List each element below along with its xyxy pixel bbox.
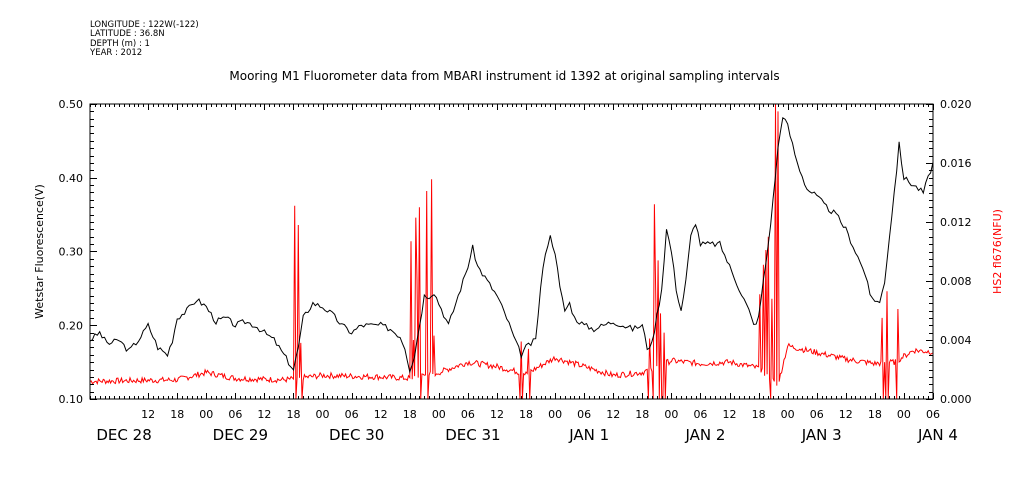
year-label: YEAR : 2012 [90,48,143,59]
wetstar-series-line [89,116,934,374]
x-tick-label: 12 [839,408,853,421]
x-tick-label: 00 [781,408,795,421]
left-y-tick-label: 0.50 [59,98,84,111]
left-y-tick-label: 0.20 [59,319,84,332]
right-y-tick-label: 0.012 [940,216,972,229]
latitude-label: LATITUDE : 36.8N [90,29,165,40]
day-label: DEC 29 [213,426,268,444]
right-y-tick-label: 0.016 [940,157,972,170]
x-tick-label: 00 [897,408,911,421]
x-tick-label: 18 [752,408,766,421]
right-y-tick-label: 0.020 [940,98,972,111]
x-tick-label: 12 [141,408,155,421]
x-tick-label: 18 [868,408,882,421]
right-y-tick-label: 0.000 [940,393,972,406]
day-label: DEC 28 [96,426,151,444]
x-tick-label: 00 [548,408,562,421]
x-tick-label: 18 [635,408,649,421]
day-label: JAN 3 [801,426,842,444]
chart-title: Mooring M1 Fluorometer data from MBARI i… [229,69,780,83]
x-tick-label: 12 [257,408,271,421]
x-tick-label: 06 [926,408,940,421]
right-y-axis-title: HS2 fl676(NFU) [991,209,1004,294]
x-tick-label: 18 [286,408,300,421]
right-y-ticks [926,104,933,400]
x-tick-label: 18 [519,408,533,421]
longitude-label: LONGITUDE : 122W(-122) [90,20,199,30]
x-tick-label: 06 [345,408,359,421]
x-tick-label: 18 [403,408,417,421]
left-y-axis-title: Wetstar Fluorescence(V) [33,184,46,319]
x-tick-label: 12 [374,408,388,421]
depth-label: DEPTH (m) : 1 [90,38,150,49]
x-tick-label: 12 [490,408,504,421]
day-label: DEC 31 [445,426,500,444]
day-label: JAN 4 [917,426,958,444]
day-label: JAN 2 [684,426,725,444]
right-y-tick-label: 0.008 [940,275,972,288]
x-tick-label: 06 [577,408,591,421]
left-y-tick-label: 0.30 [59,246,84,259]
x-tick-label: 06 [461,408,475,421]
left-y-ticks [90,104,97,400]
right-y-tick-label: 0.004 [940,334,972,347]
x-tick-label: 00 [316,408,330,421]
x-tick-label: 18 [170,408,184,421]
left-y-tick-label: 0.10 [59,393,84,406]
day-label: DEC 30 [329,426,384,444]
day-label: JAN 1 [568,426,609,444]
x-tick-label: 06 [693,408,707,421]
x-tick-label: 00 [199,408,213,421]
plot-frame [89,103,934,400]
x-tick-label: 00 [432,408,446,421]
x-tick-label: 06 [810,408,824,421]
metadata-block: LONGITUDE : 122W(-122) LATITUDE : 36.8N … [90,20,199,59]
x-tick-label: 00 [664,408,678,421]
x-tick-label: 12 [606,408,620,421]
x-tick-label: 06 [228,408,242,421]
left-y-tick-label: 0.40 [59,172,84,185]
hs2-series-line [89,103,934,400]
x-tick-label: 12 [723,408,737,421]
x-axis-ticks [90,104,934,399]
